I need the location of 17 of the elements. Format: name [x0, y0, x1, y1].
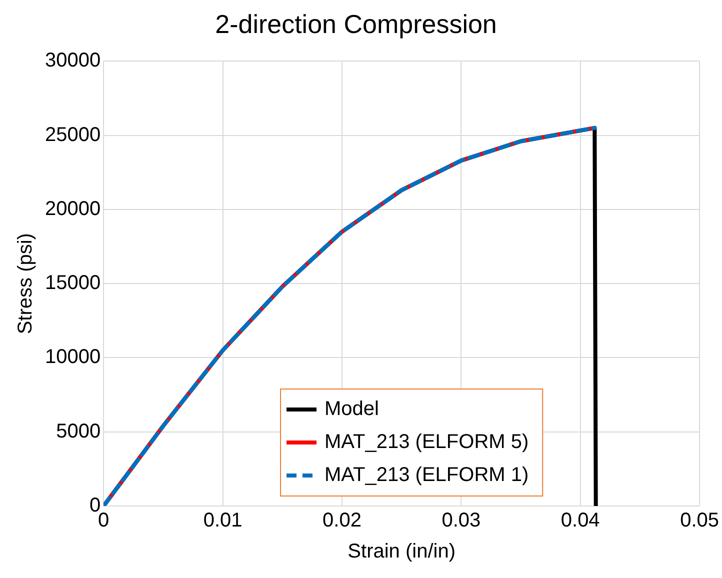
- legend-label: MAT_213 (ELFORM 5): [324, 431, 529, 454]
- x-tick-label: 0.01: [203, 510, 242, 532]
- x-tick-label: 0.04: [560, 510, 600, 532]
- x-tick-label: 0.02: [322, 510, 362, 532]
- chart-title: 2-direction Compression: [215, 8, 497, 39]
- x-axis-title: Strain (in/in): [348, 540, 456, 563]
- y-tick-label: 15000: [44, 272, 101, 294]
- x-tick-label: 0.05: [680, 510, 720, 532]
- y-tick-label: 20000: [44, 198, 101, 220]
- y-tick-label: 5000: [56, 420, 101, 442]
- legend-label: MAT_213 (ELFORM 1): [324, 464, 529, 486]
- x-tick-label: 0.03: [442, 510, 481, 532]
- y-tick-label: 10000: [44, 346, 101, 368]
- legend-label: Model: [324, 398, 379, 420]
- y-axis-title: Stress (psi): [14, 233, 37, 334]
- y-tick-label: 30000: [44, 50, 101, 72]
- y-tick-label: 25000: [44, 124, 101, 146]
